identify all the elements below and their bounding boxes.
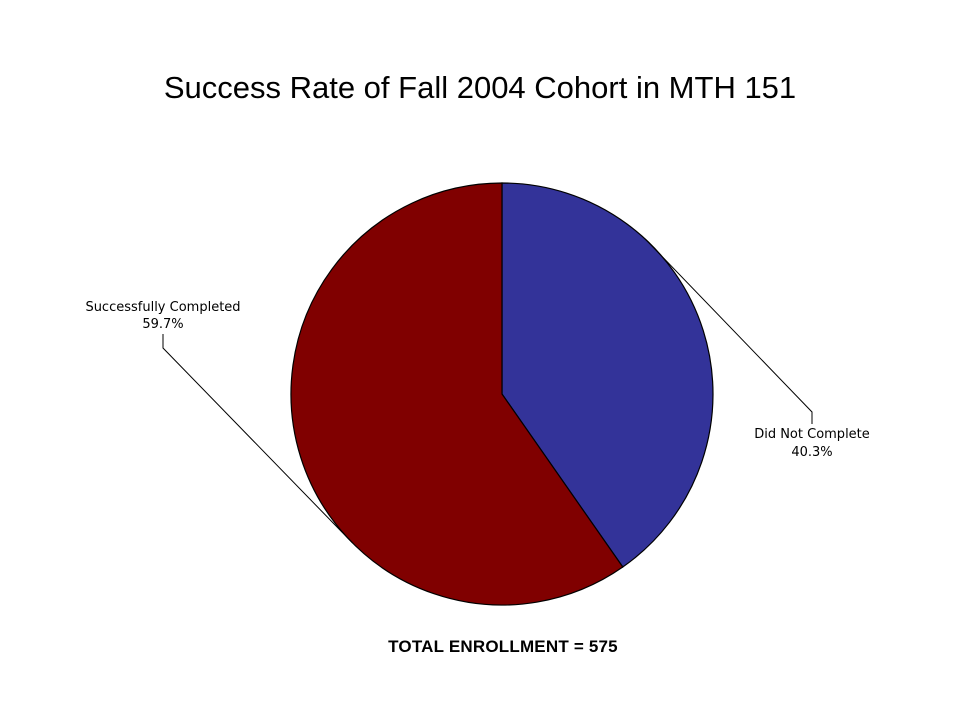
slice-successfully-completed: [290, 182, 624, 606]
slice-label-did-not-complete: Did Not Complete 40.3%: [754, 427, 870, 460]
chart-title: Success Rate of Fall 2004 Cohort in MTH …: [163, 70, 797, 105]
pie-slices: [290, 182, 714, 606]
slice-value-label: 40.3%: [791, 445, 832, 460]
slice-value-label: 59.7%: [142, 317, 183, 332]
slice-label-successfully-completed: Successfully Completed 59.7%: [85, 300, 240, 332]
slice-category-label: Successfully Completed: [85, 300, 240, 315]
leader-line-successfully-completed: [162, 334, 354, 544]
leader-lines: [162, 238, 813, 544]
total-enrollment-note: TOTAL ENROLLMENT = 575: [388, 637, 618, 656]
slice-did-not-complete: [501, 182, 714, 568]
slice-category-label: Did Not Complete: [754, 427, 870, 442]
leader-line-did-not-complete: [644, 238, 813, 424]
